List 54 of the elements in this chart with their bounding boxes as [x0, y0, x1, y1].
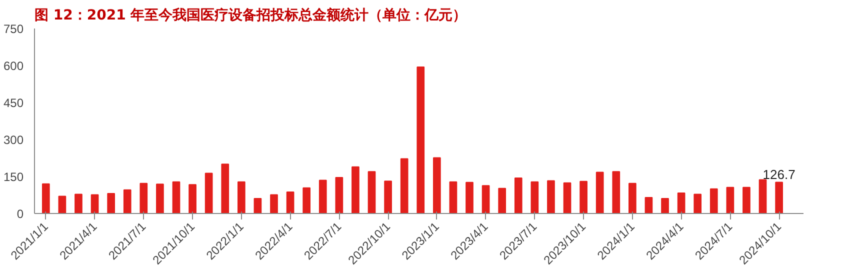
bar — [644, 196, 653, 214]
bar — [433, 157, 441, 214]
bar — [58, 196, 66, 214]
bar — [107, 193, 115, 214]
bar — [449, 181, 458, 214]
bar — [547, 180, 555, 214]
bar — [352, 166, 360, 214]
y-tick-label: 600 — [3, 59, 24, 73]
y-tick-label: 150 — [3, 170, 24, 184]
bar — [775, 182, 783, 214]
bar — [694, 194, 702, 214]
bar — [726, 186, 734, 214]
bar — [482, 185, 490, 214]
bar — [123, 189, 132, 214]
y-tick-label: 450 — [3, 96, 24, 110]
y-tick-label: 300 — [3, 133, 24, 147]
bar — [498, 188, 506, 214]
bar — [612, 171, 620, 214]
bar — [318, 180, 327, 214]
bar — [156, 184, 164, 214]
bar — [140, 182, 148, 214]
bar — [661, 198, 669, 214]
bar — [204, 172, 213, 214]
y-tick-label: 750 — [3, 22, 24, 36]
bar — [302, 187, 311, 214]
bar — [466, 182, 474, 214]
bar — [254, 198, 262, 214]
bar — [335, 176, 344, 214]
bar — [188, 184, 196, 214]
bar — [758, 179, 767, 214]
bar — [628, 182, 636, 214]
bar — [384, 180, 392, 214]
bar — [710, 188, 718, 214]
bar — [596, 172, 604, 214]
bar — [172, 181, 180, 214]
bar — [286, 192, 294, 214]
bar — [368, 171, 376, 214]
bar — [400, 158, 408, 214]
bar — [580, 180, 588, 214]
bar — [514, 177, 522, 214]
bar — [90, 194, 99, 214]
bar — [74, 194, 82, 214]
bar — [530, 181, 539, 214]
bar — [42, 183, 50, 214]
bar — [563, 182, 572, 214]
y-tick-label: 0 — [16, 207, 24, 221]
bar — [742, 186, 750, 214]
bar — [221, 164, 230, 214]
chart-title: 图 12：2021 年至今我国医疗设备招投标总金额统计（单位：亿元） — [34, 6, 467, 24]
bar — [416, 66, 425, 214]
bar — [677, 192, 686, 214]
data-label: 126.7 — [762, 167, 796, 182]
bar — [237, 181, 246, 214]
bar — [270, 194, 278, 214]
